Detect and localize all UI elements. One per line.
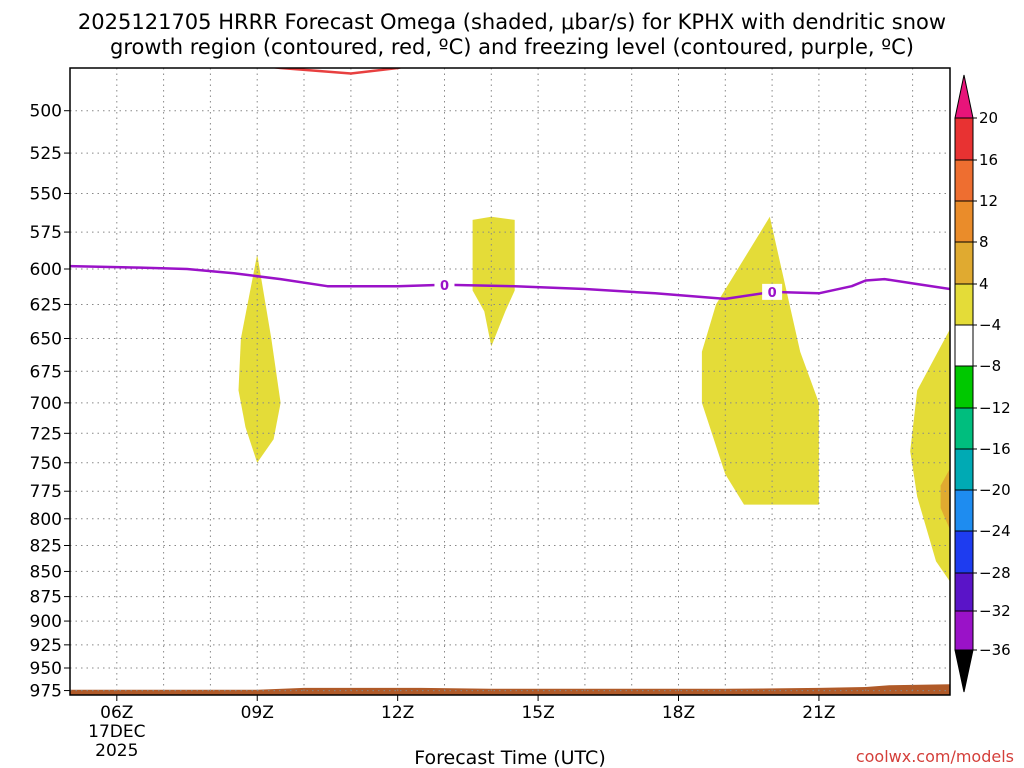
y-tick-label: 925 (30, 636, 62, 656)
y-tick-label: 825 (30, 537, 62, 557)
x-tick-date: 17DEC (88, 722, 145, 742)
dendritic-contour-label: −12 (219, 57, 248, 72)
x-tick-year: 2025 (95, 741, 138, 761)
colorbar-swatch (954, 448, 974, 491)
colorbar-bottom-arrow (954, 649, 974, 693)
y-tick-label: 975 (30, 682, 62, 702)
credit-text: coolwx.com/models (856, 747, 1014, 766)
colorbar-label: −4 (979, 316, 1001, 334)
y-axis-pressure: 500 525 550 575 600 625 650 675 700 725 750 775 800 8… (30, 102, 70, 702)
freezing-level-contour-label-bg (762, 283, 783, 300)
terrain-fill (70, 684, 950, 695)
x-tick-label: 21Z (802, 703, 835, 723)
y-tick-label: 500 (30, 102, 62, 122)
y-tick-label: 575 (30, 223, 62, 243)
colorbar-label: 20 (979, 109, 998, 127)
x-tick-label: 09Z (241, 703, 274, 723)
y-tick-label: 950 (30, 659, 62, 679)
colorbar-top-arrow (954, 74, 974, 119)
omega-region-3 (701, 216, 819, 505)
colorbar-label: 8 (979, 233, 989, 251)
colorbar-label: −24 (979, 522, 1011, 540)
freezing-level-contour-label: 0 (768, 286, 777, 301)
colorbar-swatch (954, 572, 974, 612)
x-axis-label: Forecast Time (UTC) (414, 747, 605, 768)
colorbar-label: 4 (979, 275, 989, 293)
x-tick-label: 12Z (381, 703, 414, 723)
colorbar: 20 16 12 8 4 −4 −8 −12 −16 −20 −24 −28 −32 −36 (954, 74, 1011, 693)
x-tick-label: 06Z (100, 703, 133, 723)
x-tick-label: 18Z (662, 703, 695, 723)
colorbar-swatch (954, 283, 974, 326)
colorbar-swatch (954, 117, 974, 161)
y-tick-label: 650 (30, 330, 62, 350)
freezing-level-contour-label-bg (434, 276, 455, 293)
colorbar-label: 12 (979, 192, 998, 210)
colorbar-swatch (954, 407, 974, 450)
y-tick-label: 850 (30, 562, 62, 582)
omega-region-2 (472, 216, 515, 347)
y-tick-label: 675 (30, 362, 62, 382)
chart-title-line-2: growth region (contoured, red, ºC) and f… (110, 35, 914, 59)
colorbar-label: −16 (979, 440, 1011, 458)
plot-frame (69, 67, 951, 696)
plot-area (70, 68, 950, 695)
colorbar-swatch (954, 530, 974, 574)
y-tick-label: 800 (30, 510, 62, 530)
colorbar-swatch (954, 241, 974, 285)
contours: 0 0 −12 (70, 57, 950, 301)
y-tick-label: 600 (30, 260, 62, 280)
colorbar-swatch (954, 159, 974, 202)
y-tick-label: 525 (30, 144, 62, 164)
dendritic-contour-label-bg (223, 68, 244, 71)
colorbar-label: −12 (979, 399, 1011, 417)
colorbar-label: 16 (979, 151, 998, 169)
y-tick-label: 750 (30, 454, 62, 474)
colorbar-label: −8 (979, 357, 1001, 375)
freezing-level-contour-label: 0 (440, 279, 449, 294)
y-tick-label: 625 (30, 295, 62, 315)
colorbar-swatch (954, 365, 974, 409)
colorbar-label: −28 (979, 564, 1011, 582)
y-tick-label: 875 (30, 588, 62, 608)
omega-region-1 (238, 254, 281, 463)
colorbar-swatch (954, 200, 974, 243)
terrain-layer (70, 684, 950, 695)
freezing-level-contour-line (70, 264, 950, 301)
y-tick-label: 900 (30, 612, 62, 632)
y-tick-label: 725 (30, 424, 62, 444)
grid-lines (70, 68, 950, 695)
colorbar-swatch (954, 324, 974, 367)
y-tick-label: 550 (30, 184, 62, 204)
y-tick-label: 775 (30, 482, 62, 502)
colorbar-swatch (954, 610, 974, 651)
chart-title-line-1: 2025121705 HRRR Forecast Omega (shaded, … (78, 10, 946, 34)
y-tick-label: 700 (30, 394, 62, 414)
omega-region-5 (940, 468, 950, 530)
x-tick-label: 15Z (521, 703, 554, 723)
colorbar-label: −36 (979, 641, 1011, 659)
colorbar-swatch (954, 489, 974, 532)
colorbar-label: −20 (979, 481, 1011, 499)
colorbar-label: −32 (979, 602, 1011, 620)
